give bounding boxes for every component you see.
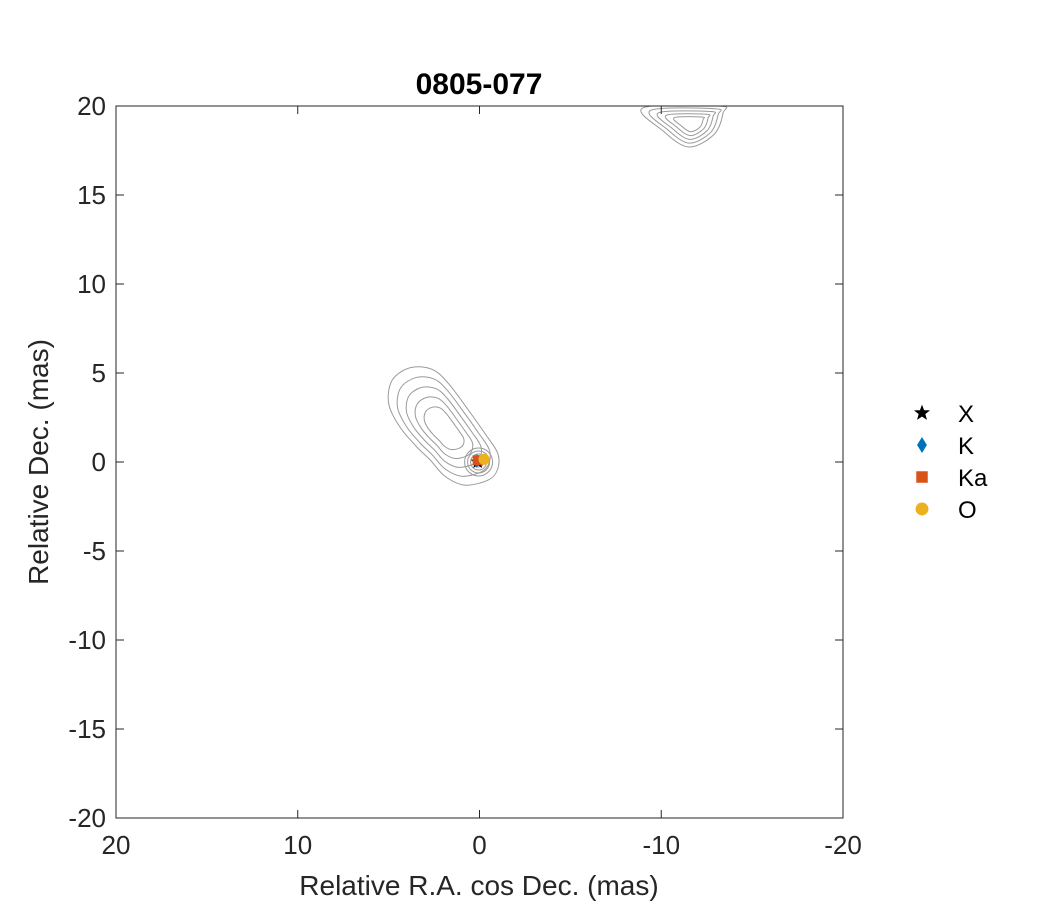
legend-label-ka: Ka	[958, 465, 988, 492]
y-axis: 20 15 10 5 0 -5 -10 -15 -20	[68, 91, 843, 833]
contour-layer	[387, 106, 728, 486]
legend-label-x: X	[958, 401, 974, 428]
contour-line-north-west-feature	[656, 110, 717, 140]
contour-line-core	[467, 450, 491, 474]
x-tick-label: 10	[283, 830, 312, 860]
contour-line-core-jet	[387, 366, 500, 486]
contour-line-north-west-feature	[648, 107, 722, 144]
y-tick-label: 5	[92, 358, 106, 388]
contour-line-core	[464, 447, 494, 477]
legend-marker-o	[915, 502, 929, 516]
y-tick-label: -10	[68, 625, 106, 655]
y-tick-label: -5	[83, 536, 106, 566]
legend-marker-k	[917, 437, 927, 453]
x-tick-label: 20	[102, 830, 131, 860]
x-tick-label: -10	[642, 830, 680, 860]
x-axis-label: Relative R.A. cos Dec. (mas)	[299, 870, 658, 901]
legend-label-o: O	[958, 497, 977, 524]
legend: XK Ka O	[913, 401, 988, 524]
contour-line-north-west-feature	[673, 116, 705, 133]
contour-line-core-jet	[396, 376, 491, 477]
legend-label-k: K	[958, 433, 974, 460]
x-tick-label: -20	[824, 830, 862, 860]
y-tick-label: -20	[68, 803, 106, 833]
y-tick-label: -15	[68, 714, 106, 744]
legend-marker-ka	[916, 471, 928, 483]
contour-line-core-jet	[414, 396, 474, 460]
contour-line-core-jet	[423, 406, 465, 451]
data-point-o	[478, 453, 490, 465]
y-tick-label: 15	[77, 180, 106, 210]
y-tick-label: 20	[77, 91, 106, 121]
marker-layer	[470, 453, 490, 469]
x-tick-label: 0	[472, 830, 486, 860]
y-axis-label: Relative Dec. (mas)	[23, 339, 54, 585]
contour-line-core-jet	[405, 386, 483, 468]
y-tick-label: 10	[77, 269, 106, 299]
x-axis: 20 10 0 -10 -20	[102, 106, 862, 860]
y-tick-label: 0	[92, 447, 106, 477]
contour-line-north-west-feature	[664, 113, 711, 137]
chart-title: 0805-077	[416, 68, 543, 101]
legend-marker-x	[913, 404, 931, 420]
contour-line-north-west-feature	[640, 106, 728, 148]
